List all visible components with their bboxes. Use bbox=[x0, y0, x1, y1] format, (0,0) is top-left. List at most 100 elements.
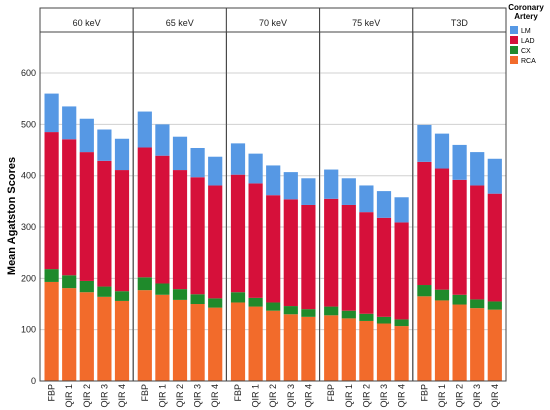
x-tick-label: FBP bbox=[233, 384, 243, 402]
bar-segment-rca bbox=[137, 290, 152, 381]
x-tick-label: QIR 1 bbox=[437, 384, 447, 408]
y-tick-label: 200 bbox=[21, 273, 36, 283]
legend-swatch-lm bbox=[510, 26, 518, 34]
bar-segment-lad bbox=[324, 198, 339, 307]
x-tick-label: QIR 4 bbox=[397, 384, 407, 408]
bar-segment-lad bbox=[359, 212, 374, 314]
x-tick-label: QIR 4 bbox=[490, 384, 500, 408]
x-tick-label: QIR 2 bbox=[455, 384, 465, 408]
x-tick-label: FBP bbox=[326, 384, 336, 402]
bar-segment-rca bbox=[301, 316, 316, 381]
x-tick-label: QIR 4 bbox=[210, 384, 220, 408]
bar-segment-rca bbox=[208, 307, 223, 381]
bar-segment-cx bbox=[434, 289, 450, 301]
panel-3: 75 keV FBP QIR 1 QIR 2 QIR 3 QIR 4 bbox=[319, 7, 414, 408]
legend-label: LAD bbox=[521, 38, 535, 45]
panel-header bbox=[40, 8, 134, 32]
bar-segment-lm bbox=[394, 197, 409, 223]
legend-swatch-lad bbox=[510, 36, 518, 44]
x-tick-label: QIR 1 bbox=[64, 384, 74, 408]
bar-segment-lm bbox=[114, 138, 130, 171]
panel-title: 60 keV bbox=[73, 18, 101, 28]
bar-segment-cx bbox=[208, 298, 223, 308]
bar-segment-lad bbox=[487, 193, 502, 302]
bar-segment-lm bbox=[324, 169, 339, 199]
panel-header bbox=[412, 8, 506, 32]
bar-segment-lm bbox=[190, 147, 205, 178]
y-tick-label: 100 bbox=[21, 325, 36, 335]
legend-swatch-rca bbox=[510, 56, 518, 64]
panel-4: T3D FBP QIR 1 QIR 2 QIR 3 QIR 4 bbox=[412, 7, 507, 408]
bar-segment-lad bbox=[417, 161, 432, 286]
panel-title: 75 keV bbox=[352, 18, 380, 28]
bar-segment-lm bbox=[172, 136, 188, 171]
bar-segment-rca bbox=[97, 296, 112, 381]
x-tick-label: QIR 3 bbox=[99, 384, 109, 408]
bar-segment-cx bbox=[266, 302, 281, 311]
bar-segment-lm bbox=[376, 191, 392, 218]
panel-title: 65 keV bbox=[166, 18, 194, 28]
bar-segment-lad bbox=[394, 222, 409, 320]
panel-0: 60 keV FBP QIR 1 QIR 2 QIR 3 QIR 4 bbox=[39, 7, 134, 408]
bar-segment-lad bbox=[301, 204, 316, 310]
bar-segment-rca bbox=[44, 281, 59, 381]
bar-segment-lad bbox=[341, 204, 356, 311]
bar-segment-lm bbox=[341, 178, 356, 205]
bar-segment-lm bbox=[283, 172, 298, 200]
bar-segment-lm bbox=[155, 124, 170, 156]
bar-segment-lad bbox=[137, 147, 152, 278]
bar-segment-lad bbox=[248, 183, 263, 298]
y-tick-label: 500 bbox=[21, 119, 36, 129]
bar-segment-lad bbox=[434, 168, 450, 290]
bar-segment-lm bbox=[470, 152, 485, 186]
bar-segment-rca bbox=[417, 296, 432, 381]
bar-segment-cx bbox=[324, 306, 339, 316]
legend-title: Coronary bbox=[508, 3, 544, 12]
bar-segment-lad bbox=[155, 155, 170, 284]
bar-segment-lm bbox=[301, 178, 316, 205]
bar-segment-cx bbox=[283, 306, 298, 315]
bar-segment-cx bbox=[452, 294, 467, 305]
legend-label: LM bbox=[521, 28, 531, 35]
bar-segment-lad bbox=[452, 179, 467, 295]
x-tick-label: QIR 1 bbox=[157, 384, 167, 408]
bar-segment-rca bbox=[79, 292, 94, 381]
panel-frame bbox=[412, 7, 507, 382]
bar-segment-rca bbox=[341, 318, 356, 381]
x-tick-label: QIR 3 bbox=[193, 384, 203, 408]
bar-segment-lm bbox=[487, 158, 502, 194]
bar-segment-rca bbox=[62, 288, 77, 381]
bar-segment-lm bbox=[137, 111, 152, 148]
bar-segment-rca bbox=[487, 309, 502, 381]
bar-segment-lad bbox=[44, 132, 59, 270]
y-axis-title: Mean Agatston Scores bbox=[6, 157, 18, 275]
bar-segment-cx bbox=[394, 319, 409, 327]
x-tick-label: FBP bbox=[140, 384, 150, 402]
bar-segment-lad bbox=[190, 177, 205, 295]
bar-segment-cx bbox=[44, 269, 59, 282]
bar-segment-cx bbox=[97, 286, 112, 297]
panel-2: 70 keV FBP QIR 1 QIR 2 QIR 3 QIR 4 bbox=[225, 7, 321, 408]
bar-segment-cx bbox=[190, 294, 205, 305]
bar-segment-lad bbox=[97, 160, 112, 287]
bar-segment-cx bbox=[230, 292, 246, 303]
legend-label: RCA bbox=[521, 58, 536, 65]
bar-segment-cx bbox=[248, 297, 263, 307]
bar-segment-lm bbox=[452, 144, 467, 180]
legend-title: Artery bbox=[514, 12, 538, 21]
bar-segment-cx bbox=[114, 291, 130, 301]
y-tick-label: 300 bbox=[21, 222, 36, 232]
y-tick-label: 0 bbox=[31, 376, 36, 386]
bar-segment-cx bbox=[359, 313, 374, 321]
x-tick-label: QIR 3 bbox=[286, 384, 296, 408]
y-tick-label: 600 bbox=[21, 68, 36, 78]
bar-segment-lad bbox=[172, 170, 188, 290]
bar-segment-rca bbox=[283, 314, 298, 381]
bar-segment-rca bbox=[230, 302, 246, 381]
panel-header bbox=[133, 8, 227, 32]
bar-segment-rca bbox=[190, 304, 205, 381]
bar-segment-rca bbox=[266, 310, 281, 381]
bar-segment-lm bbox=[230, 143, 246, 175]
x-tick-label: QIR 1 bbox=[344, 384, 354, 408]
bar-segment-cx bbox=[172, 289, 188, 300]
